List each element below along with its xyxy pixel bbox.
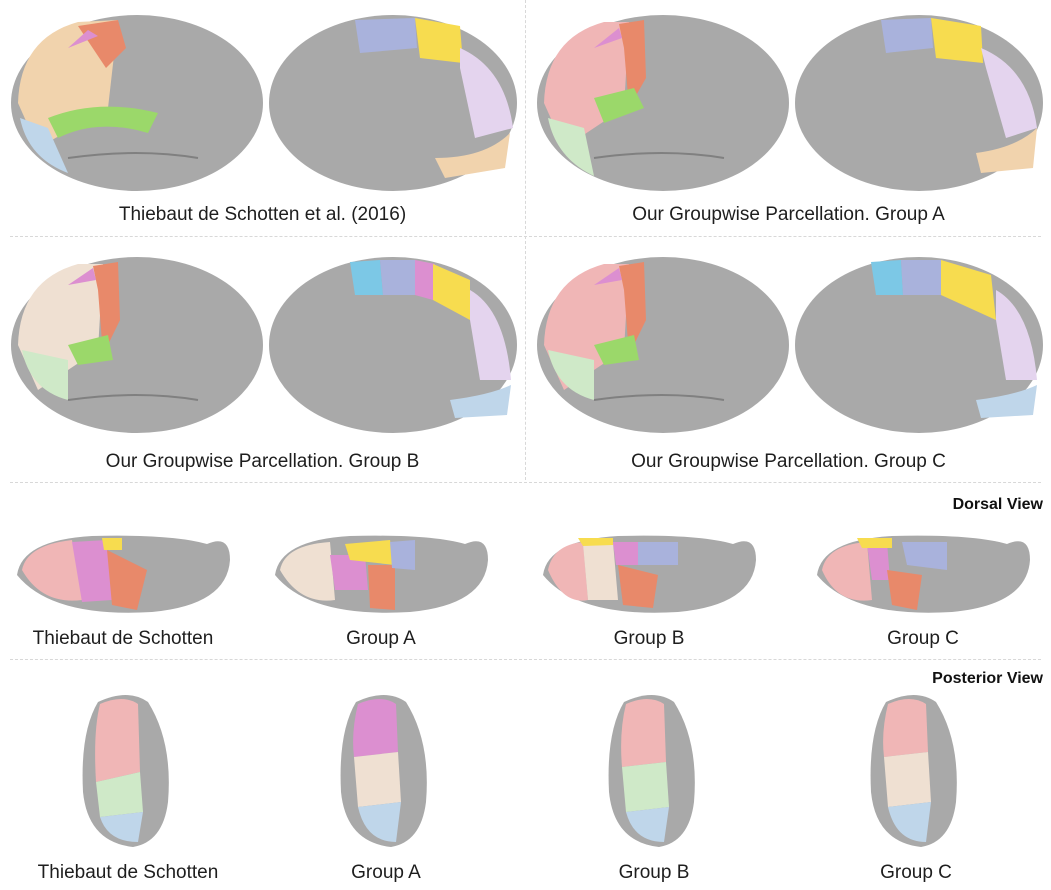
panel-group-a-lateral-medial [526, 0, 1051, 236]
panel-group-c-lateral-medial [526, 240, 1051, 480]
posterior-caption-group-c: Group C [880, 862, 952, 883]
caption-thiebaut-lateral: Thiebaut de Schotten et al. (2016) [118, 204, 407, 225]
posterior-caption-group-b: Group B [618, 862, 690, 883]
posterior-brain-group-b [604, 692, 704, 852]
brain-lateral-view [8, 250, 266, 440]
brain-medial-view [791, 250, 1046, 440]
brain-lateral-view [534, 250, 792, 440]
caption-group-b-lateral: Our Groupwise Parcellation. Group B [105, 451, 420, 472]
caption-group-a-lateral: Our Groupwise Parcellation. Group A [632, 204, 945, 225]
brain-medial-view [265, 8, 520, 198]
posterior-brain-group-c [866, 692, 966, 852]
brain-lateral-view [8, 8, 266, 198]
row-divider [10, 659, 1041, 660]
posterior-brain-group-a [336, 692, 436, 852]
posterior-caption-thiebaut: Thiebaut de Schotten [37, 862, 219, 883]
brain-medial-view [265, 250, 520, 440]
dorsal-brain-group-a [270, 530, 492, 620]
panel-thiebaut-lateral-medial [0, 0, 525, 236]
posterior-caption-group-a: Group A [351, 862, 421, 883]
posterior-view-heading: Posterior View [932, 670, 1043, 687]
dorsal-caption-group-b: Group B [613, 628, 685, 649]
dorsal-view-heading: Dorsal View [952, 496, 1043, 513]
posterior-brain-thiebaut [78, 692, 178, 852]
brain-medial-view [791, 8, 1046, 198]
dorsal-caption-thiebaut: Thiebaut de Schotten [32, 628, 214, 649]
row-divider [10, 482, 1041, 483]
dorsal-brain-thiebaut [12, 530, 234, 620]
dorsal-brain-group-c [812, 530, 1034, 620]
panel-group-b-lateral-medial [0, 240, 525, 480]
dorsal-caption-group-a: Group A [346, 628, 416, 649]
dorsal-caption-group-c: Group C [887, 628, 959, 649]
column-divider [525, 0, 526, 480]
dorsal-brain-group-b [538, 530, 760, 620]
brain-lateral-view [534, 8, 792, 198]
caption-group-c-lateral: Our Groupwise Parcellation. Group C [631, 451, 946, 472]
